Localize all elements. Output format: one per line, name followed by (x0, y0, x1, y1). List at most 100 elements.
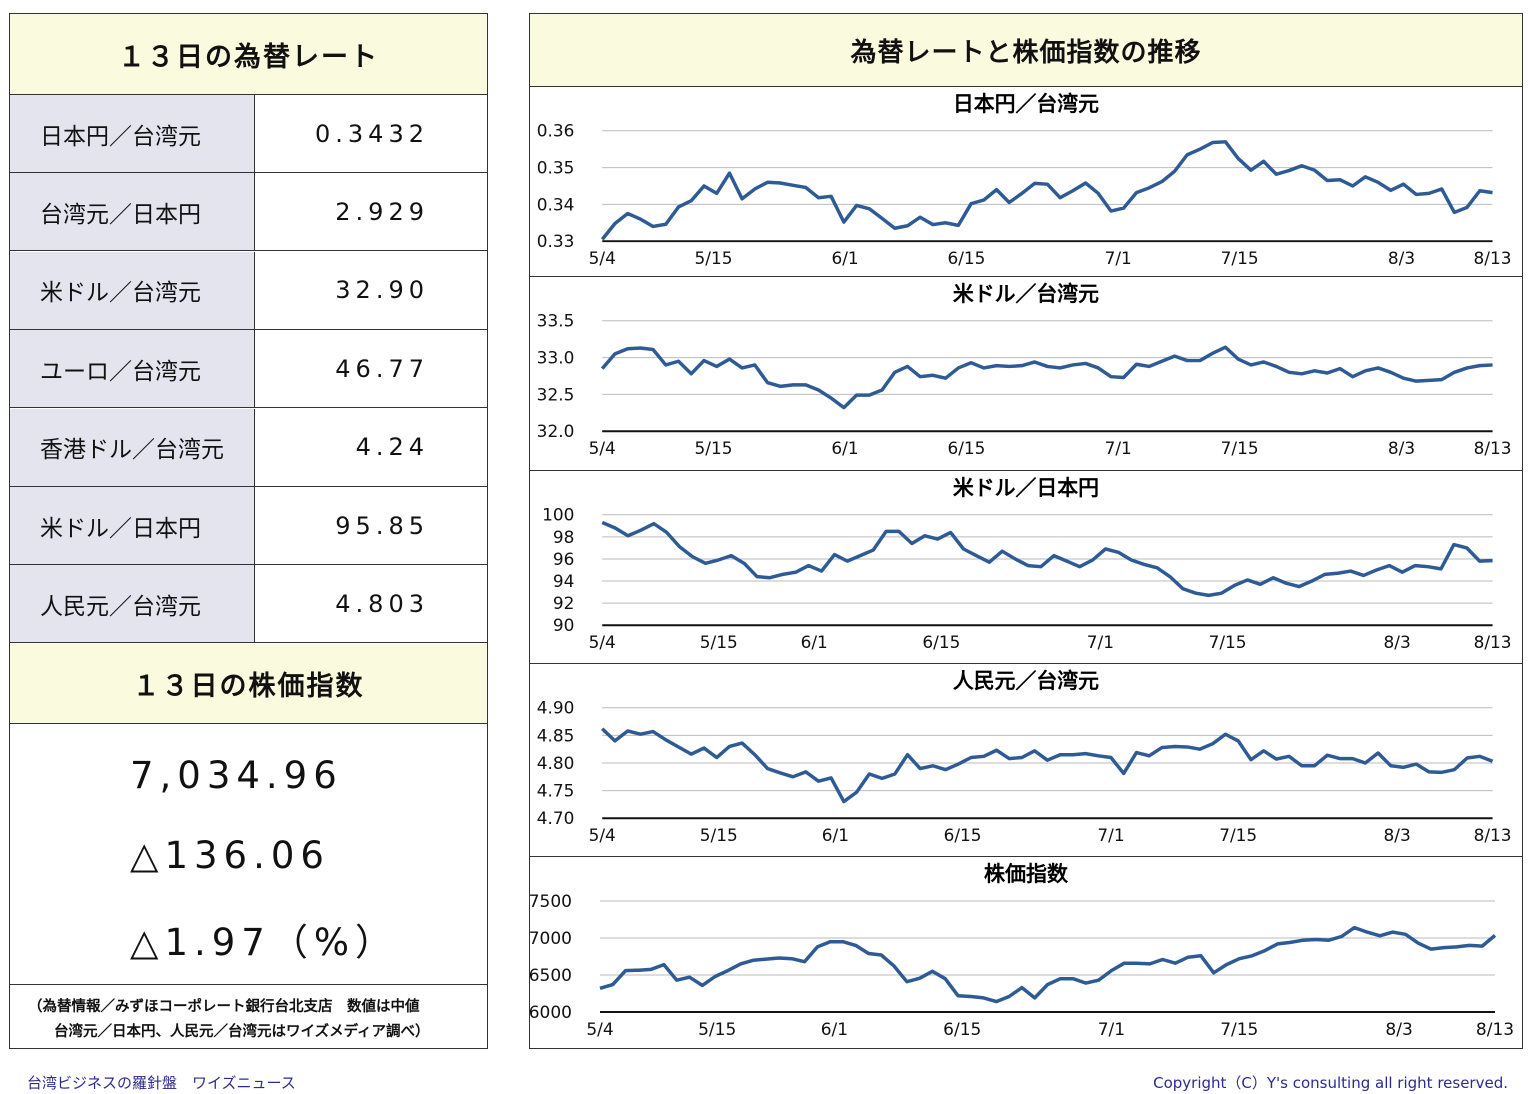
x-tick-label: 5/4 (589, 825, 616, 845)
chart-svg: 株価指数 6000 6500 7000 7500 5/4 5/15 6/1 6/15 7/1 7/1… (530, 862, 1514, 1040)
rate-name: 日本円／台湾元 (10, 95, 255, 172)
x-tick-label: 5/4 (589, 632, 616, 652)
rate-name: ユーロ／台湾元 (10, 330, 255, 408)
x-tick-label: 7/1 (1097, 825, 1124, 845)
rate-value: 4.803 (335, 589, 429, 618)
rate-value: 95.85 (335, 511, 429, 540)
y-tick-label: 7000 (530, 929, 572, 949)
y-tick-label: 0.36 (537, 121, 575, 141)
rate-row: 台湾元／日本円 2.929 (10, 173, 487, 252)
x-tick-label: 6/15 (944, 825, 982, 845)
source-note: （為替情報／みずほコーポレート銀行台北支店 数値は中値 台湾元／日本円、人民元／… (10, 984, 487, 1045)
y-tick-label: 6000 (530, 1003, 572, 1023)
y-tick-label: 33.5 (537, 311, 575, 331)
y-tick-label: 32.0 (537, 421, 575, 441)
x-tick-label: 8/3 (1388, 248, 1415, 268)
x-tick-label: 6/15 (947, 248, 985, 268)
y-tick-label: 4.90 (537, 698, 575, 718)
rates-header: １３日の為替レート (10, 14, 487, 95)
series-line (601, 727, 1494, 804)
rate-name: 台湾元／日本円 (10, 173, 255, 251)
y-tick-label: 4.75 (537, 781, 575, 801)
x-tick-label: 5/15 (700, 632, 738, 652)
x-tick-label: 6/15 (947, 438, 985, 458)
y-tick-label: 4.85 (537, 725, 575, 745)
x-tick-label: 7/15 (1219, 825, 1257, 845)
rate-name: 米ドル／台湾元 (10, 251, 255, 329)
x-tick-label: 7/1 (1087, 632, 1114, 652)
x-tick-label: 5/4 (589, 248, 616, 268)
rate-value: 4.24 (355, 433, 429, 462)
chart-4: 人民元／台湾元 4.70 4.75 4.80 4.85 4.90 5/4 5/15 6/1 6/1… (530, 664, 1522, 857)
x-tick-label: 8/3 (1385, 1020, 1412, 1040)
chart-3: 米ドル／日本円 90 92 94 96 98 100 5/4 5/15 6/1 6/15 7/1 7/1… (530, 471, 1522, 664)
x-tick-label: 7/15 (1209, 632, 1247, 652)
index-change-pct: △1.97（%） (130, 921, 398, 964)
chart-svg: 米ドル／台湾元 32.0 32.5 33.0 33.5 5/4 5/15 6/1 6/15 7/1… (537, 282, 1512, 458)
y-tick-label: 4.80 (537, 753, 575, 773)
chart-title: 日本円／台湾元 (953, 92, 1099, 116)
x-tick-label: 5/4 (589, 438, 616, 458)
x-tick-label: 7/1 (1098, 1020, 1125, 1040)
rate-value: 32.90 (335, 276, 429, 305)
chart-1: 日本円／台湾元 0.33 0.34 0.35 0.36 5/4 5/15 6/1 6/15 7/1… (530, 87, 1522, 277)
x-tick-label: 7/15 (1221, 248, 1259, 268)
x-tick-label: 8/3 (1388, 438, 1415, 458)
x-tick-label: 8/13 (1474, 632, 1512, 652)
x-tick-label: 8/3 (1384, 825, 1411, 845)
chart-2: 米ドル／台湾元 32.0 32.5 33.0 33.5 5/4 5/15 6/1 6/15 7/1… (530, 277, 1522, 471)
left-summary-panel: １３日の為替レート 日本円／台湾元 0.3432 台湾元／日本円 2.929 米ドル／台… (9, 13, 488, 1049)
x-tick-label: 6/1 (821, 1020, 848, 1040)
series-line (601, 520, 1493, 598)
index-change: △136.06 (130, 834, 330, 877)
x-tick-label: 8/13 (1476, 1020, 1514, 1040)
x-tick-label: 5/15 (698, 1020, 736, 1040)
x-tick-label: 7/15 (1221, 438, 1259, 458)
rate-row: 日本円／台湾元 0.3432 (10, 95, 487, 173)
x-tick-label: 6/1 (831, 438, 858, 458)
footer-left: 台湾ビジネスの羅針盤 ワイズニュース (27, 1074, 296, 1092)
index-header: １３日の株価指数 (10, 644, 487, 724)
rate-value: 0.3432 (315, 119, 429, 148)
y-tick-label: 32.5 (537, 384, 575, 404)
chart-svg: 日本円／台湾元 0.33 0.34 0.35 0.36 5/4 5/15 6/1 6/15 7/1… (537, 92, 1512, 268)
rate-row: ユーロ／台湾元 46.77 (10, 330, 487, 409)
y-tick-label: 90 (553, 615, 575, 635)
chart-5: 株価指数 6000 6500 7000 7500 5/4 5/15 6/1 6/15 7/1 7/1… (530, 857, 1522, 1049)
x-tick-label: 6/1 (801, 632, 828, 652)
x-tick-label: 6/1 (822, 825, 849, 845)
y-tick-label: 0.35 (537, 158, 575, 178)
x-tick-label: 8/13 (1474, 248, 1512, 268)
rate-row: 米ドル／日本円 95.85 (10, 487, 487, 565)
rate-name: 人民元／台湾元 (10, 565, 255, 643)
y-tick-label: 7500 (530, 892, 572, 912)
chart-title: 株価指数 (984, 862, 1069, 886)
right-charts-panel: 為替レートと株価指数の推移 日本円／台湾元 0.33 0.34 0.35 0.36 5/4… (529, 13, 1523, 1049)
series-line (600, 140, 1493, 241)
x-tick-label: 6/15 (943, 1020, 981, 1040)
chart-title: 米ドル／日本円 (953, 476, 1099, 500)
x-tick-label: 5/15 (695, 438, 733, 458)
x-tick-label: 5/15 (700, 825, 738, 845)
y-tick-label: 6500 (530, 966, 572, 986)
rate-name: 米ドル／日本円 (10, 487, 255, 564)
x-tick-label: 5/4 (586, 1020, 613, 1040)
chart-title: 人民元／台湾元 (953, 669, 1099, 693)
y-tick-label: 92 (553, 593, 575, 613)
rate-row: 人民元／台湾元 4.803 (10, 565, 487, 644)
chart-svg: 人民元／台湾元 4.70 4.75 4.80 4.85 4.90 5/4 5/15 6/1 6/1… (537, 669, 1512, 845)
source-note-line2: 台湾元／日本円、人民元／台湾元はワイズメディア調べ） (54, 1024, 430, 1040)
x-tick-label: 6/15 (922, 632, 960, 652)
rate-value: 2.929 (335, 197, 429, 226)
index-value: 7,034.96 (130, 754, 343, 797)
footer-right: Copyright（C）Y's consulting all right res… (1153, 1074, 1508, 1092)
y-tick-label: 0.33 (537, 231, 575, 251)
rate-value: 46.77 (335, 354, 429, 383)
x-tick-label: 8/13 (1474, 438, 1512, 458)
x-tick-label: 8/13 (1474, 825, 1512, 845)
y-tick-label: 33.0 (537, 348, 575, 368)
series-line (599, 925, 1497, 1004)
source-note-line1: （為替情報／みずほコーポレート銀行台北支店 数値は中値 (28, 999, 420, 1015)
rate-row: 香港ドル／台湾元 4.24 (10, 408, 487, 487)
y-tick-label: 98 (553, 527, 575, 547)
